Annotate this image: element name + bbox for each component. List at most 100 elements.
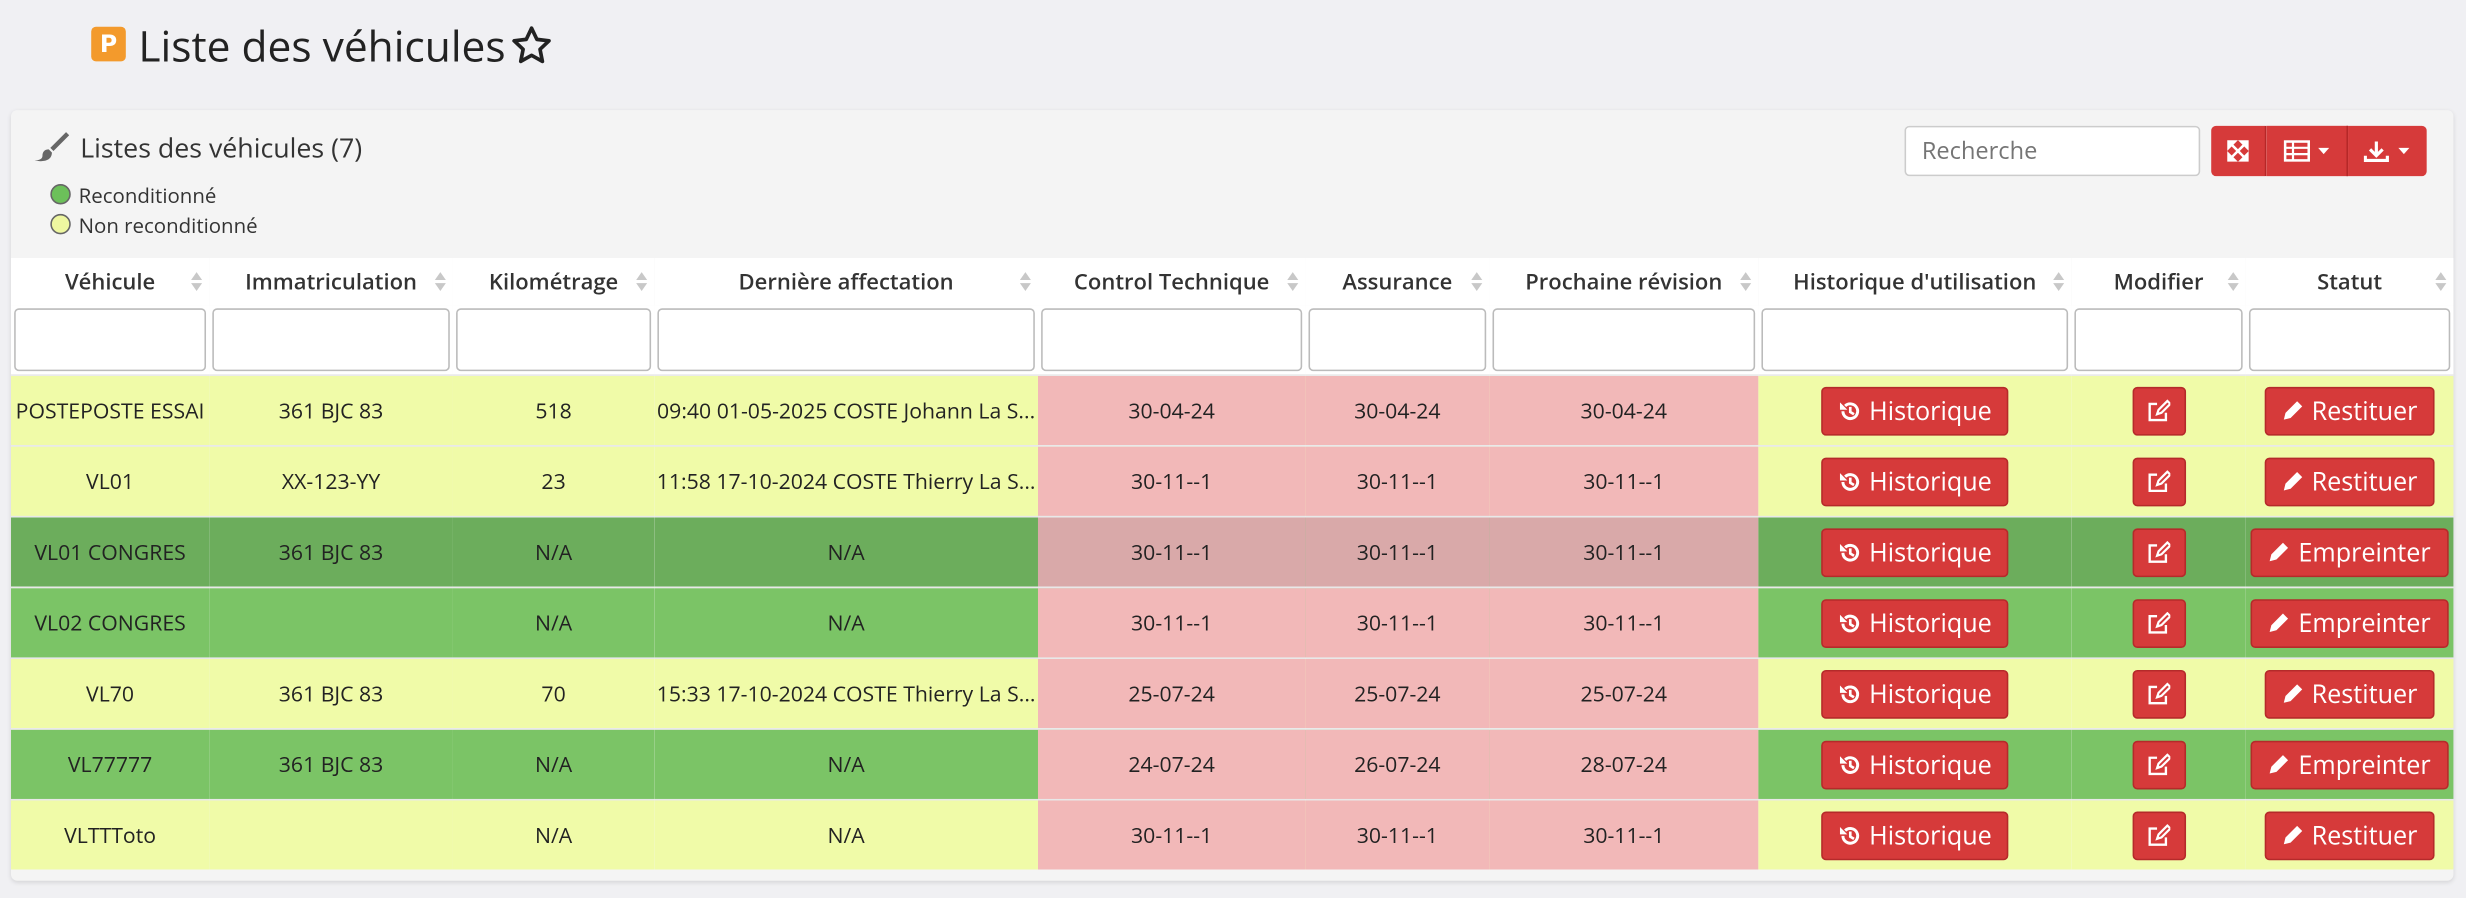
column-filter[interactable] xyxy=(2248,308,2451,372)
cell: 30-11--1 xyxy=(1037,445,1306,517)
column-filter[interactable] xyxy=(1041,308,1303,372)
cell-text: 25-07-24 xyxy=(1128,679,1215,708)
filter-cell xyxy=(1758,305,2072,376)
cell: POSTEPOSTE ESSAI xyxy=(11,374,210,446)
cell: 24-07-24 xyxy=(1037,728,1306,800)
edit-cell xyxy=(2071,374,2246,446)
fullscreen-button[interactable] xyxy=(2211,125,2267,177)
cell-text: 24-07-24 xyxy=(1128,750,1215,779)
edit-button[interactable] xyxy=(2131,386,2186,435)
column-header[interactable]: Assurance xyxy=(1305,257,1490,306)
cell-text: 30-04-24 xyxy=(1128,396,1215,425)
column-filter[interactable] xyxy=(657,308,1035,372)
cell-text: XX-123-YY xyxy=(281,467,381,496)
columns-button[interactable] xyxy=(2266,125,2349,177)
edit-button[interactable] xyxy=(2131,527,2186,577)
cell: 361 BJC 83 xyxy=(209,374,453,446)
legend-item: Reconditionné xyxy=(50,181,216,209)
cell: VL02 CONGRES xyxy=(11,586,210,659)
cell-text: 26-07-24 xyxy=(1354,750,1441,779)
column-header[interactable]: Prochaine révision xyxy=(1489,257,1759,306)
cell: 15:33 17-10-2024 COSTE Thierry La S... xyxy=(654,657,1038,729)
history-button[interactable]: Historique xyxy=(1820,810,2010,860)
column-label: Modifier xyxy=(2113,266,2204,297)
status-button[interactable]: Restituer xyxy=(2264,669,2435,718)
button-label: Restituer xyxy=(2311,393,2418,428)
cell: 30-11--1 xyxy=(1305,515,1490,588)
button-label: Restituer xyxy=(2311,463,2418,499)
favorite-star[interactable] xyxy=(510,24,554,68)
cell-text: VL01 CONGRES xyxy=(34,537,186,567)
cell: Empreinter xyxy=(2245,586,2454,659)
cell-text: POSTEPOSTE ESSAI xyxy=(15,396,205,425)
edit-button[interactable] xyxy=(2131,669,2186,718)
history-button[interactable]: Historique xyxy=(1820,386,2010,435)
history-button[interactable]: Historique xyxy=(1820,456,2010,506)
brush-icon xyxy=(34,132,70,162)
column-label: Control Technique xyxy=(1073,266,1270,297)
edit-button[interactable] xyxy=(2131,598,2186,648)
cell-text: N/A xyxy=(534,537,573,567)
cell-text: VL02 CONGRES xyxy=(34,608,186,637)
button-label: Restituer xyxy=(2311,817,2418,853)
column-header[interactable]: Historique d'utilisation xyxy=(1758,257,2072,306)
column-filter[interactable] xyxy=(2074,308,2243,372)
column-filter[interactable] xyxy=(1492,308,1756,372)
status-button[interactable]: Restituer xyxy=(2264,810,2435,860)
cell-text: 30-11--1 xyxy=(1356,467,1438,496)
column-header[interactable]: Immatriculation xyxy=(209,257,453,306)
table-row: VL77777 361 BJC 83 N/A N/A 24-07-24 26-07-24 2… xyxy=(11,728,2454,800)
filter-cell xyxy=(2071,305,2246,376)
cell: 23 xyxy=(452,445,655,517)
history-button[interactable]: Historique xyxy=(1820,527,2010,577)
column-label: Kilométrage xyxy=(488,266,619,297)
legend-dot xyxy=(50,184,71,205)
column-header[interactable]: Modifier xyxy=(2071,257,2246,306)
search-input[interactable] xyxy=(1904,125,2201,177)
status-button[interactable]: Empreinter xyxy=(2251,739,2448,789)
cell-text: N/A xyxy=(827,820,865,850)
filter-cell xyxy=(1305,305,1490,376)
cell: N/A xyxy=(452,515,655,588)
status-button[interactable]: Restituer xyxy=(2264,456,2435,506)
cell-text: 361 BJC 83 xyxy=(278,679,384,708)
filter-cell xyxy=(1037,305,1306,376)
cell: 361 BJC 83 xyxy=(209,657,453,729)
history-button[interactable]: Historique xyxy=(1820,669,2010,718)
history-button[interactable]: Historique xyxy=(1820,598,2010,648)
edit-button[interactable] xyxy=(2131,810,2186,860)
cell: Historique xyxy=(1758,798,2072,870)
cell-text: 361 BJC 83 xyxy=(278,750,384,779)
history-button[interactable]: Historique xyxy=(1820,739,2010,789)
status-button[interactable]: Empreinter xyxy=(2251,527,2448,577)
status-button[interactable]: Restituer xyxy=(2264,386,2435,435)
column-header[interactable]: Control Technique xyxy=(1037,257,1306,306)
edit-button[interactable] xyxy=(2131,456,2186,506)
cell-text: N/A xyxy=(827,608,865,637)
edit-button[interactable] xyxy=(2131,739,2186,789)
export-button[interactable] xyxy=(2348,125,2427,177)
header-row: Véhicule Immatriculation Kilométrage Derniè… xyxy=(11,257,2454,306)
cell: N/A xyxy=(452,728,655,800)
column-filter[interactable] xyxy=(14,308,207,372)
filter-row xyxy=(11,305,2454,376)
column-filter[interactable] xyxy=(1761,308,2069,372)
cell-text: 23 xyxy=(541,467,566,496)
button-label: Historique xyxy=(1869,817,1992,853)
column-header[interactable]: Kilométrage xyxy=(452,257,655,306)
legend-label: Reconditionné xyxy=(78,180,217,210)
cell-text: 30-11--1 xyxy=(1583,537,1665,567)
cell: Historique xyxy=(1758,657,2072,729)
column-filter[interactable] xyxy=(456,308,652,372)
column-filter[interactable] xyxy=(212,308,450,372)
cell-text: 30-11--1 xyxy=(1131,537,1213,567)
cell xyxy=(209,798,453,870)
status-button[interactable]: Empreinter xyxy=(2251,598,2448,648)
column-header[interactable]: Statut xyxy=(2245,257,2454,306)
column-filter[interactable] xyxy=(1308,308,1487,372)
column-header[interactable]: Dernière affectation xyxy=(654,257,1038,306)
cell: N/A xyxy=(654,728,1038,800)
table-row: VL02 CONGRES N/A N/A 30-11--1 30-11--1 30-11-… xyxy=(11,586,2454,659)
cell-text: 70 xyxy=(541,679,566,708)
column-header[interactable]: Véhicule xyxy=(11,257,210,306)
